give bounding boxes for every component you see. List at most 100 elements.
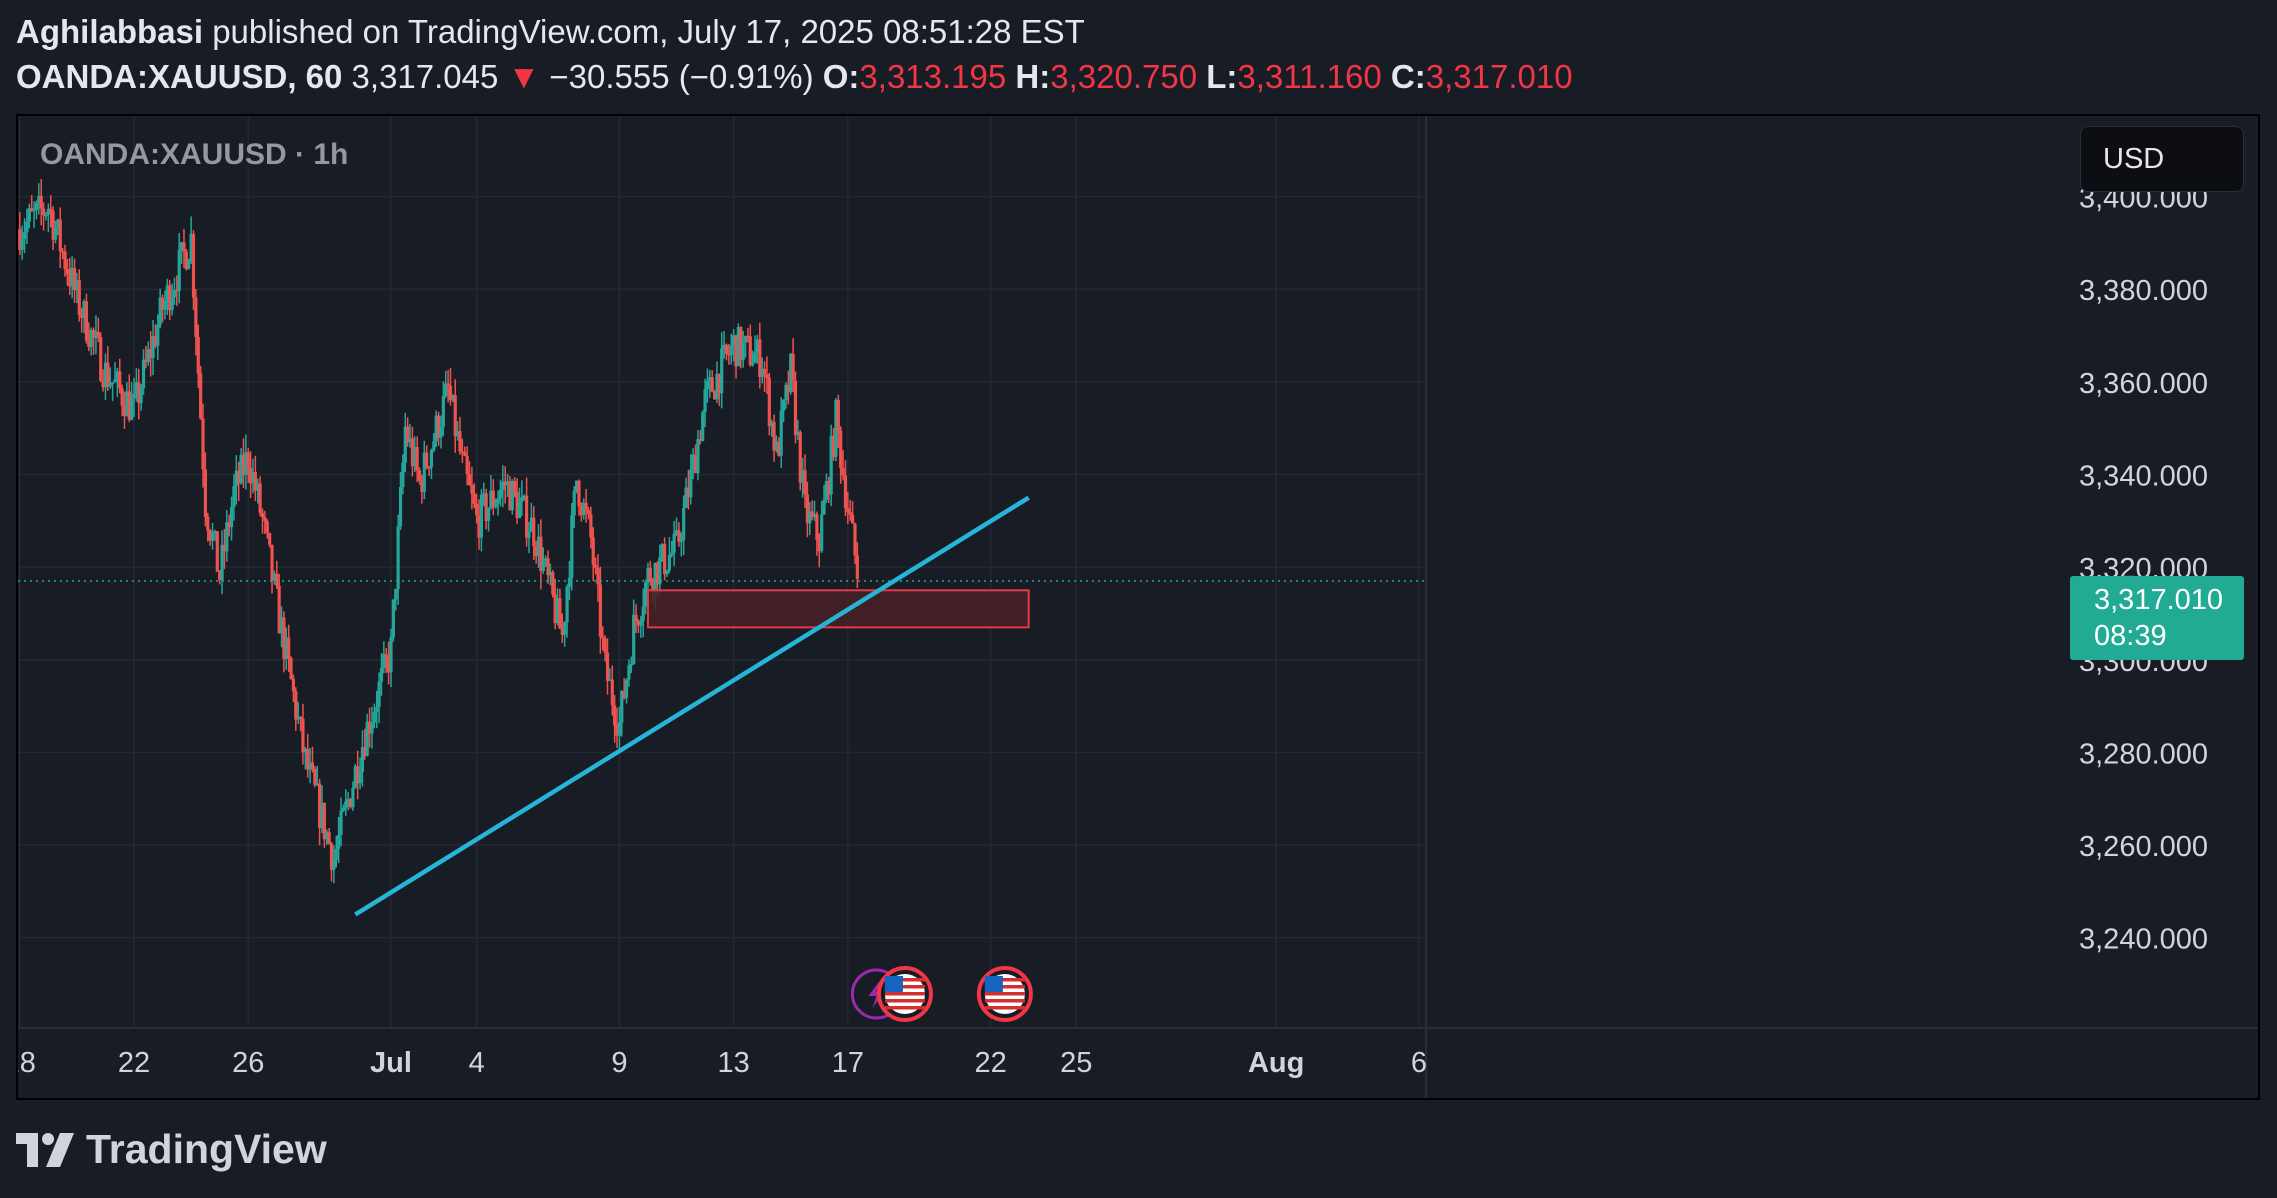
candle-body <box>18 229 22 250</box>
candle-body <box>220 544 224 581</box>
candle-body <box>146 349 150 363</box>
x-tick-label: 17 <box>832 1047 864 1079</box>
candle-body <box>817 539 821 552</box>
candle-body <box>234 470 238 487</box>
candle-body <box>315 783 319 785</box>
candle-body <box>781 400 786 411</box>
close-value: 3,317.010 <box>1425 58 1573 95</box>
candle-body <box>798 431 802 483</box>
candle-body <box>710 377 714 392</box>
candle-body <box>68 274 72 287</box>
candle-body <box>529 517 533 532</box>
brand-name: TradingView <box>86 1126 327 1172</box>
price-chart[interactable]: 3,240.0003,260.0003,280.0003,300.0003,32… <box>18 116 2258 1098</box>
candle-body <box>346 799 350 802</box>
down-arrow-icon: ▼ <box>507 58 541 95</box>
candle-body <box>239 454 243 484</box>
candle-body <box>34 202 39 210</box>
candle-body <box>610 679 614 706</box>
support-zone <box>646 589 1030 629</box>
candle-body <box>470 485 474 494</box>
y-tick-label: 3,360.000 <box>2079 368 2208 400</box>
tradingview-brand[interactable]: TradingView <box>16 1126 327 1173</box>
candle-body <box>101 380 105 388</box>
candle-body <box>439 426 443 438</box>
candle-body <box>632 614 636 664</box>
candle-body <box>489 490 493 509</box>
candle-body <box>510 481 514 511</box>
candle-body <box>846 508 850 513</box>
candle-body <box>753 352 757 363</box>
candle-body <box>77 280 81 316</box>
candle-body <box>465 455 469 474</box>
candle-body <box>89 330 93 347</box>
candle-body <box>268 532 272 545</box>
candle-body <box>643 582 648 607</box>
candle-body <box>589 514 593 538</box>
candle-body <box>260 512 265 518</box>
tradingview-logo-icon <box>16 1132 74 1167</box>
candle-body <box>498 489 503 499</box>
candle-body <box>432 441 436 451</box>
candle-body <box>125 391 129 416</box>
candle-body <box>620 691 624 723</box>
author-name[interactable]: Aghilabbasi <box>16 13 204 50</box>
candle-body <box>722 344 726 349</box>
candle-body <box>149 349 153 359</box>
candle-body <box>180 242 184 250</box>
candle-body <box>613 705 617 726</box>
candle-body <box>684 487 688 508</box>
candle-body <box>544 558 548 561</box>
candle-body <box>803 470 807 495</box>
candle-body <box>829 435 833 495</box>
candle-body <box>770 421 774 427</box>
candle-body <box>413 446 417 467</box>
candle-body <box>301 718 305 753</box>
candle-body <box>805 494 809 524</box>
candle-body <box>270 544 274 581</box>
candle-body <box>132 393 136 399</box>
candle-body <box>560 628 564 635</box>
candle-body <box>665 570 669 575</box>
candle-body <box>406 426 410 443</box>
candle-body <box>115 371 119 380</box>
candle-body <box>517 501 522 519</box>
candle-body <box>850 514 855 524</box>
high-value: 3,320.750 <box>1050 58 1198 95</box>
candle-body <box>729 345 733 356</box>
candle-body <box>453 395 457 437</box>
candle-body <box>653 562 657 593</box>
us-flag-icon <box>876 966 933 1022</box>
candle-body <box>475 504 479 516</box>
candle-body <box>715 373 719 400</box>
candle-body <box>287 637 291 659</box>
candle-body <box>396 526 400 590</box>
candle-body <box>320 802 324 828</box>
current-price-tag: 3,317.010 08:39 <box>2070 576 2244 660</box>
candle-body <box>534 546 538 557</box>
candle-body <box>241 454 246 475</box>
candle-body <box>774 441 779 451</box>
candle-body <box>674 530 679 534</box>
candle-body <box>194 297 198 337</box>
candle-body <box>448 385 453 401</box>
candle-body <box>655 562 660 585</box>
candle-body <box>113 379 117 383</box>
candle-body <box>639 620 643 626</box>
candle-body <box>786 384 790 393</box>
price-change: −30.555 (−0.91%) <box>549 58 814 95</box>
candle-body <box>334 848 338 861</box>
candle-body <box>327 832 331 844</box>
candle-body <box>232 486 236 508</box>
candle-body <box>784 384 788 401</box>
candle-body <box>203 469 207 517</box>
candle-body <box>30 208 34 211</box>
candle-body <box>727 353 731 356</box>
candle-body <box>810 511 814 517</box>
candle-body <box>532 517 536 547</box>
candle-body <box>344 801 348 808</box>
chart-frame[interactable]: 3,240.000 3,260.000 3,280.000 3,300.000 3,32… <box>16 114 2260 1100</box>
candle-body <box>44 214 48 217</box>
candle-body <box>658 557 662 585</box>
currency-button[interactable]: USD <box>2080 126 2244 192</box>
